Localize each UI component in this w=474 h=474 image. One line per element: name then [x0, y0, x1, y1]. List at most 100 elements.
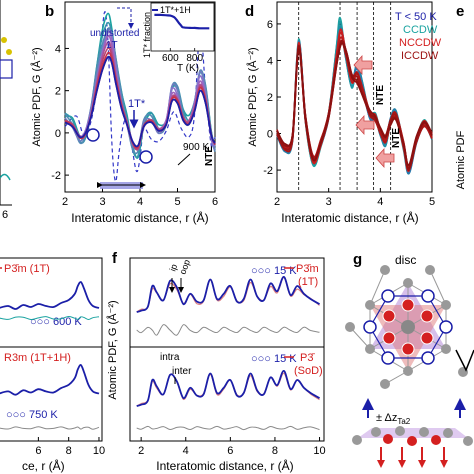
star-of-david-cluster	[345, 265, 474, 389]
panel-b-x-tick-label: 6	[212, 196, 218, 208]
panel-e-y-axis-label-fragment: Atomic PDF	[455, 130, 467, 189]
f-top-model-2: (1T)	[298, 276, 318, 288]
atom-marker	[6, 49, 12, 55]
inset-y-label: 1T* fraction	[142, 12, 152, 58]
pdf-curve-fragment	[0, 173, 11, 181]
label-disc: disc	[395, 253, 416, 267]
panel-d-x-tick-label: 2	[274, 196, 280, 208]
panel-f-x-tick-label: 10	[313, 445, 325, 457]
panel-label-f: f	[112, 250, 118, 267]
left-top-model: P3̄m (1T)	[4, 263, 50, 275]
panel-d-y-axis-label: Atomic PDF, G (Å⁻²)	[246, 47, 259, 146]
panel-f: f Atomic PDF, G (Å⁻²) Interatomic distan…	[106, 250, 326, 473]
panel-f-frame	[129, 257, 325, 442]
label-nte-b: NTE	[204, 146, 215, 166]
panel-d-y-tick-label: 4	[267, 55, 273, 67]
panel-b: b Atomic PDF, G (Å⁻²) Interatomic distan…	[30, 1, 218, 225]
inner-ring-atoms	[382, 298, 434, 356]
nte-arrow-1	[353, 54, 373, 76]
side-arrow	[455, 349, 474, 372]
panel-f-top-curve	[136, 275, 320, 313]
label-ip: ip	[167, 263, 179, 273]
panel-f-x-tick-label: 2	[138, 445, 144, 457]
layer-red-atoms	[383, 434, 441, 446]
panel-b-y-tick-label: 0	[55, 128, 61, 140]
panel-d-y-tick-label: -2	[263, 165, 273, 177]
inset-ticks: 600 800	[162, 48, 203, 64]
panel-f-x-tick-label: 6	[227, 445, 233, 457]
left-bottom-model: R3m (1T+1H)	[4, 352, 71, 364]
panel-d-x-axis-label: Interatomic distance, r (Å)	[281, 210, 418, 225]
panel-b-ticks: 2 3 4 5 6 -2 0 2 4	[51, 43, 218, 208]
left-bottom-difference	[0, 426, 100, 430]
label-nte-d2: NTE	[391, 128, 402, 148]
left-x-tick-label: 8	[66, 445, 72, 457]
inset-x-tick-label: 600	[162, 53, 179, 64]
panel-b-circle-marker	[86, 128, 100, 142]
panel-d-y-tick-label: 6	[267, 19, 273, 31]
label-oop: oop	[177, 258, 192, 276]
inset-x-label: T (K)	[177, 63, 199, 74]
center-atom	[401, 320, 415, 334]
label-intra: intra	[160, 352, 180, 363]
label-1t-star: 1T*	[128, 98, 146, 110]
inset-legend-label: 1T*+1H	[160, 5, 191, 15]
panel-e-fragment: e Atomic PDF	[455, 3, 467, 189]
panel-b-x-tick-label: 5	[174, 196, 180, 208]
atom-marker	[1, 37, 7, 43]
legend-box-fragment	[0, 59, 13, 79]
panel-b-circle-marker	[139, 150, 153, 164]
nte-arrow-2	[355, 114, 375, 136]
panel-b-y-tick-label: 2	[55, 86, 61, 98]
f-top-model-1: P3̄m	[296, 263, 319, 275]
panel-left-fragment: P3̄m (1T) ○○○ 600 K R3m (1T+1H) ○○○ 750 …	[0, 257, 105, 473]
panel-f-ticks: 2 4 6 8 10	[138, 437, 326, 457]
left-top-difference	[0, 315, 100, 321]
label-delta-z: ± ΔzTa2	[376, 412, 411, 426]
legend-iccdw: ICCDW	[401, 50, 439, 62]
panel-f-x-axis-label: Interatomic distance, r (Å)	[156, 458, 293, 473]
panel-label-g: g	[353, 251, 362, 268]
left-top-curve	[0, 281, 100, 310]
panel-d-y-tick-label: 2	[267, 92, 273, 104]
panel-left-ticks: 6 8 10	[35, 437, 105, 457]
panel-d: d Atomic PDF, G (Å⁻²) Interatomic distan…	[245, 1, 442, 225]
panel-b-x-tick-label: 4	[137, 196, 143, 208]
panel-left-frame	[0, 257, 103, 442]
panel-d-y-tick-label: 0	[267, 129, 273, 141]
displacement-view: ± ΔzTa2	[352, 398, 473, 468]
panel-f-y-axis-label: Atomic PDF, G (Å⁻²)	[106, 300, 119, 399]
panel-f-x-tick-label: 4	[183, 445, 189, 457]
900k-pointer	[177, 153, 191, 166]
inset-fraction-curve	[154, 13, 210, 30]
left-x-tick-label: 10	[93, 445, 105, 457]
panel-label-e: e	[456, 3, 464, 20]
inset-x-tick-label: 800	[186, 53, 203, 64]
panel-f-bottom-difference	[136, 425, 320, 431]
label-undistorted: undistorted	[90, 28, 139, 39]
label-1t: 1T	[106, 40, 118, 51]
panel-label-d: d	[245, 3, 254, 20]
panel-label-b: b	[45, 3, 54, 20]
down-arrow-heads	[377, 460, 448, 468]
legend-nccdw: NCCDW	[399, 37, 442, 49]
undistorted-arrow	[117, 7, 134, 29]
left-bottom-curve	[0, 364, 100, 396]
panel-b-inset: 1T*+1H 600 800 1T* fraction T (K)	[142, 2, 215, 74]
panel-b-x-tick-label: 2	[62, 196, 68, 208]
panel-d-x-tick-label: 4	[377, 196, 383, 208]
panel-b-y-tick-label: 4	[55, 43, 61, 55]
panel-b-x-tick-label: 3	[99, 196, 105, 208]
left-x-axis-label: ce, r (Å)	[22, 458, 65, 473]
left-bottom-temp: ○○○ 750 K	[6, 409, 58, 421]
left-x-tick-label: 6	[35, 445, 41, 457]
f-top-temp: ○○○ 15 K	[251, 265, 297, 277]
label-900k: 900 K	[183, 142, 209, 153]
panel-g: g disc	[345, 251, 474, 468]
panel-a-fragment: 6	[0, 0, 13, 221]
panel-b-900k-curve	[64, 55, 216, 148]
layer-gray-atoms	[352, 426, 473, 446]
label-nte-d1: NTE	[375, 85, 386, 105]
panel-d-temperature-curve	[276, 42, 433, 166]
